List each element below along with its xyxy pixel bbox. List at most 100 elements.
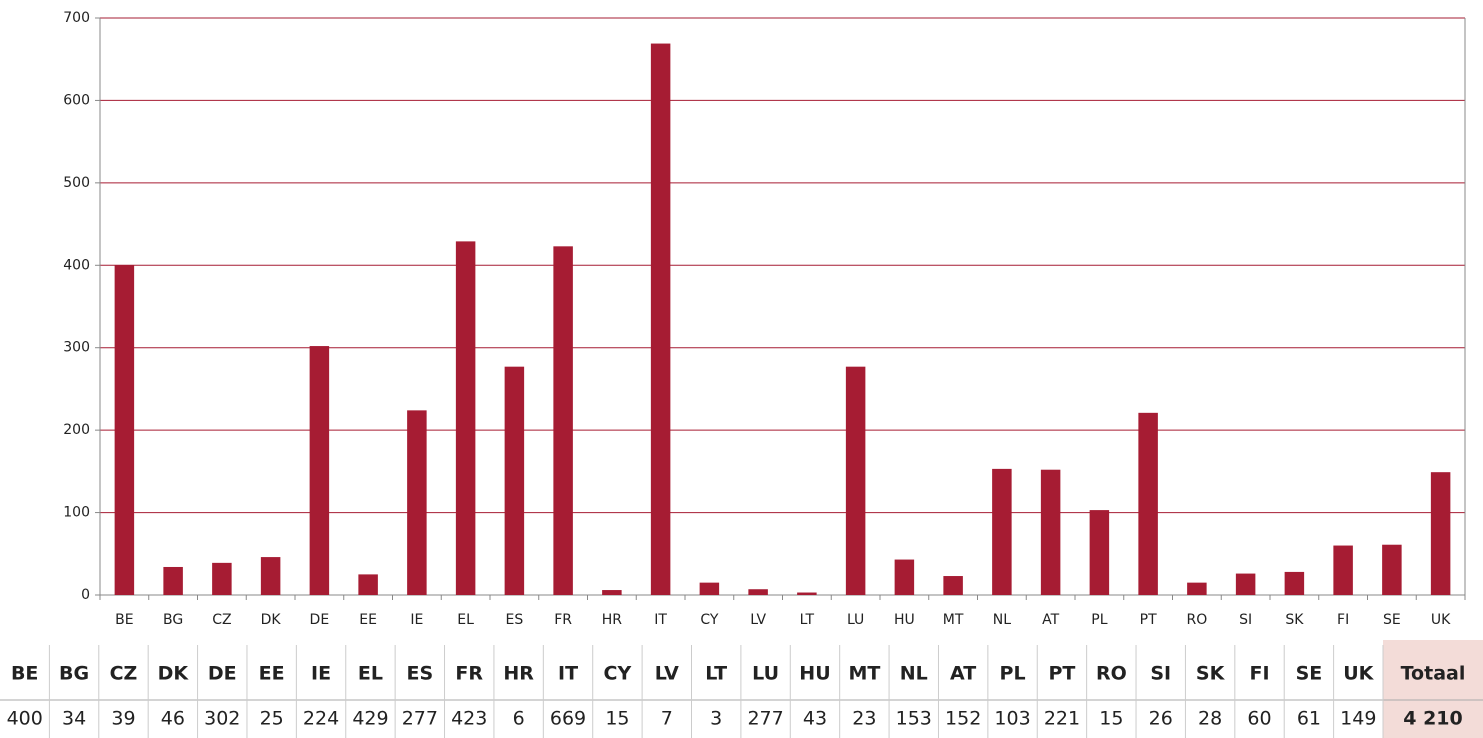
bar bbox=[1284, 571, 1305, 595]
x-tick-label: ES bbox=[506, 612, 524, 628]
table-value: 429 bbox=[352, 708, 388, 730]
x-tick-label: CZ bbox=[212, 612, 231, 628]
table-header: HR bbox=[503, 663, 534, 685]
x-tick-label: LV bbox=[750, 612, 766, 628]
table-header: SI bbox=[1150, 663, 1171, 685]
bar bbox=[1138, 412, 1158, 595]
x-tick-label: BG bbox=[163, 612, 183, 628]
table-header: HU bbox=[799, 663, 830, 685]
table-header: LT bbox=[705, 663, 727, 685]
x-tick-label: PT bbox=[1140, 612, 1157, 628]
table-header: EL bbox=[358, 663, 383, 685]
table-value: 152 bbox=[945, 708, 981, 730]
x-tick-label: EE bbox=[359, 612, 377, 628]
x-tick-label: HR bbox=[602, 612, 623, 628]
table-header: SE bbox=[1296, 663, 1323, 685]
table-header: LU bbox=[752, 663, 779, 685]
bar bbox=[1089, 510, 1110, 595]
table-value: 15 bbox=[1099, 708, 1123, 730]
table-value: 423 bbox=[451, 708, 487, 730]
table-header: SK bbox=[1196, 663, 1226, 685]
table-header: FR bbox=[455, 663, 483, 685]
bar bbox=[1040, 469, 1061, 595]
table-value: 46 bbox=[161, 708, 185, 730]
bar bbox=[309, 346, 330, 595]
x-tick-label: UK bbox=[1431, 612, 1451, 628]
table-header: BE bbox=[11, 663, 38, 685]
x-tick-label: NL bbox=[993, 612, 1011, 628]
x-tick-label: IE bbox=[410, 612, 423, 628]
x-tick-label: FI bbox=[1337, 612, 1349, 628]
bar bbox=[407, 410, 427, 595]
bar bbox=[504, 366, 525, 595]
table-value: 400 bbox=[7, 708, 43, 730]
table-value: 6 bbox=[513, 708, 525, 730]
table-value: 221 bbox=[1044, 708, 1080, 730]
x-tick-label: MT bbox=[943, 612, 964, 628]
table-value: 149 bbox=[1340, 708, 1376, 730]
table-header: DK bbox=[158, 663, 190, 685]
table-header: BG bbox=[59, 663, 89, 685]
bar bbox=[602, 590, 622, 595]
x-tick-label: AT bbox=[1042, 612, 1059, 628]
bar bbox=[748, 589, 768, 595]
x-tick-label: RO bbox=[1187, 612, 1208, 628]
x-tick-label: HU bbox=[894, 612, 915, 628]
x-tick-label: BE bbox=[115, 612, 133, 628]
bar bbox=[894, 559, 915, 595]
y-tick-label: 500 bbox=[63, 175, 90, 191]
x-tick-label: SI bbox=[1239, 612, 1252, 628]
table-header: MT bbox=[848, 663, 880, 685]
table-value: 3 bbox=[710, 708, 722, 730]
x-tick-label: PL bbox=[1091, 612, 1107, 628]
table-header: EE bbox=[259, 663, 285, 685]
x-tick-label: DE bbox=[310, 612, 330, 628]
table-header: DE bbox=[208, 663, 237, 685]
y-tick-label: 400 bbox=[63, 257, 90, 273]
table-header: FI bbox=[1249, 663, 1269, 685]
bar bbox=[992, 468, 1012, 595]
bar bbox=[260, 557, 281, 595]
x-tick-label: SE bbox=[1383, 612, 1401, 628]
table-value: 23 bbox=[852, 708, 876, 730]
table-value: 60 bbox=[1247, 708, 1271, 730]
bar bbox=[797, 592, 817, 595]
table-value: 28 bbox=[1198, 708, 1222, 730]
table-value: 277 bbox=[747, 708, 783, 730]
x-tick-label: LU bbox=[847, 612, 864, 628]
table-header: PT bbox=[1049, 663, 1076, 685]
bar bbox=[358, 574, 378, 595]
table-value: 669 bbox=[550, 708, 586, 730]
table-total-header: Totaal bbox=[1401, 663, 1466, 685]
table-header: RO bbox=[1096, 663, 1127, 685]
y-tick-label: 200 bbox=[63, 422, 90, 438]
table-total: 4 210 bbox=[1403, 708, 1463, 730]
bar bbox=[1333, 545, 1353, 595]
x-tick-label: EL bbox=[457, 612, 474, 628]
table-header: CY bbox=[604, 663, 632, 685]
bar bbox=[212, 562, 232, 595]
bar bbox=[1430, 472, 1451, 595]
table-header: IT bbox=[558, 663, 578, 685]
table-value: 277 bbox=[402, 708, 438, 730]
table-header: CZ bbox=[110, 663, 138, 685]
table-value: 7 bbox=[661, 708, 673, 730]
table-value: 153 bbox=[896, 708, 932, 730]
y-tick-label: 100 bbox=[63, 505, 90, 521]
y-tick-label: 0 bbox=[81, 587, 90, 603]
table-value: 39 bbox=[111, 708, 135, 730]
table-value: 224 bbox=[303, 708, 339, 730]
y-tick-label: 700 bbox=[63, 10, 90, 26]
y-tick-label: 300 bbox=[63, 340, 90, 356]
y-tick-label: 600 bbox=[63, 92, 90, 108]
bar bbox=[114, 265, 135, 595]
table-header: NL bbox=[900, 663, 928, 685]
x-tick-label: LT bbox=[800, 612, 815, 628]
bar bbox=[699, 582, 720, 595]
table-header: UK bbox=[1343, 663, 1374, 685]
table-value: 15 bbox=[605, 708, 629, 730]
bar bbox=[1187, 582, 1207, 595]
table-header: PL bbox=[1000, 663, 1026, 685]
bar bbox=[650, 43, 671, 595]
bar bbox=[1382, 544, 1402, 595]
